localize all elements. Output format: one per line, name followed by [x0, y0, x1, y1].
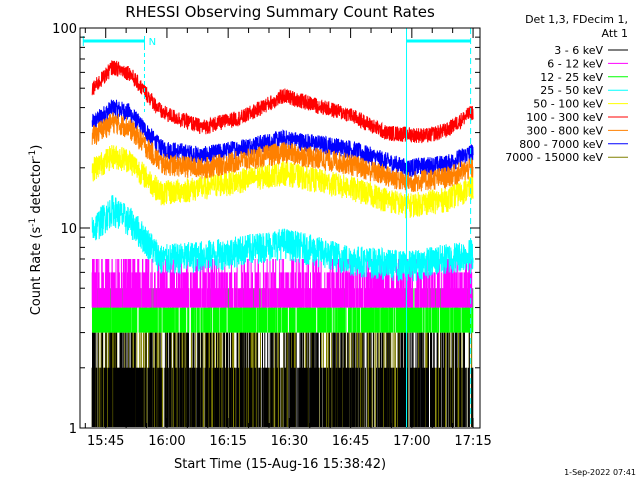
x-tick-label: 16:15: [209, 434, 246, 449]
legend-label-3-6-kev: 3 - 6 keV: [554, 44, 603, 57]
legend-label-25-50-kev: 25 - 50 keV: [540, 84, 603, 97]
series-line-6-12-kev: [91, 259, 473, 308]
y-axis-label-main: Count Rate (s: [29, 227, 44, 316]
y-tick-label: 1: [69, 422, 77, 437]
legend-label-100-300-kev: 100 - 300 keV: [526, 111, 603, 124]
x-tick-label: 16:00: [148, 434, 185, 449]
legend-header-line1: Det 1,3, FDecim 1,: [525, 13, 628, 26]
x-tick-label: 17:00: [393, 434, 430, 449]
legend-label-6-12-kev: 6 - 12 keV: [547, 57, 603, 70]
axes: 15:45 16:00 16:15 16:30 16:45 17:00 17:15 1 10 10…: [52, 22, 492, 449]
x-tick-label: 16:30: [271, 434, 308, 449]
series-line-100-300-kev: [91, 60, 474, 144]
legend-label-300-800-kev: 300 - 800 keV: [526, 124, 603, 137]
legend-label-50-100-kev: 50 - 100 keV: [533, 98, 603, 111]
x-tick-label: 16:45: [332, 434, 369, 449]
series-line-12-25-kev: [92, 288, 474, 333]
x-tick-label: 15:45: [87, 434, 124, 449]
chart-title: RHESSI Observing Summary Count Rates: [125, 3, 435, 21]
y-axis-label-sup2: -1: [28, 150, 38, 159]
series-line-25-50-kev: [91, 195, 474, 282]
legend-label-7000-15000-kev: 7000 - 15000 keV: [505, 151, 603, 164]
legend-header-line2: Att 1: [602, 27, 628, 40]
y-tick-label: 100: [52, 22, 77, 37]
night-marker-label: N: [149, 37, 156, 48]
legend-label-800-7000-kev: 800 - 7000 keV: [519, 138, 603, 151]
timestamp-label: 1-Sep-2022 07:41: [564, 468, 636, 477]
x-tick-label: 17:15: [454, 434, 491, 449]
series-line-300-800-kev: [91, 112, 474, 194]
y-tick-label: 10: [60, 222, 77, 237]
x-axis-label: Start Time (15-Aug-16 15:38:42): [174, 457, 386, 472]
series-line-800-7000-kev: [91, 99, 474, 177]
series-line-3-6-kev: [91, 332, 474, 427]
y-axis-label-end: ): [29, 145, 44, 150]
legend-label-12-25-kev: 12 - 25 keV: [540, 71, 603, 84]
y-axis-label-mid: detector: [29, 158, 44, 218]
y-axis-label: Count Rate (s-1 detector-1): [28, 145, 44, 316]
y-axis-label-sup1: -1: [28, 218, 38, 227]
